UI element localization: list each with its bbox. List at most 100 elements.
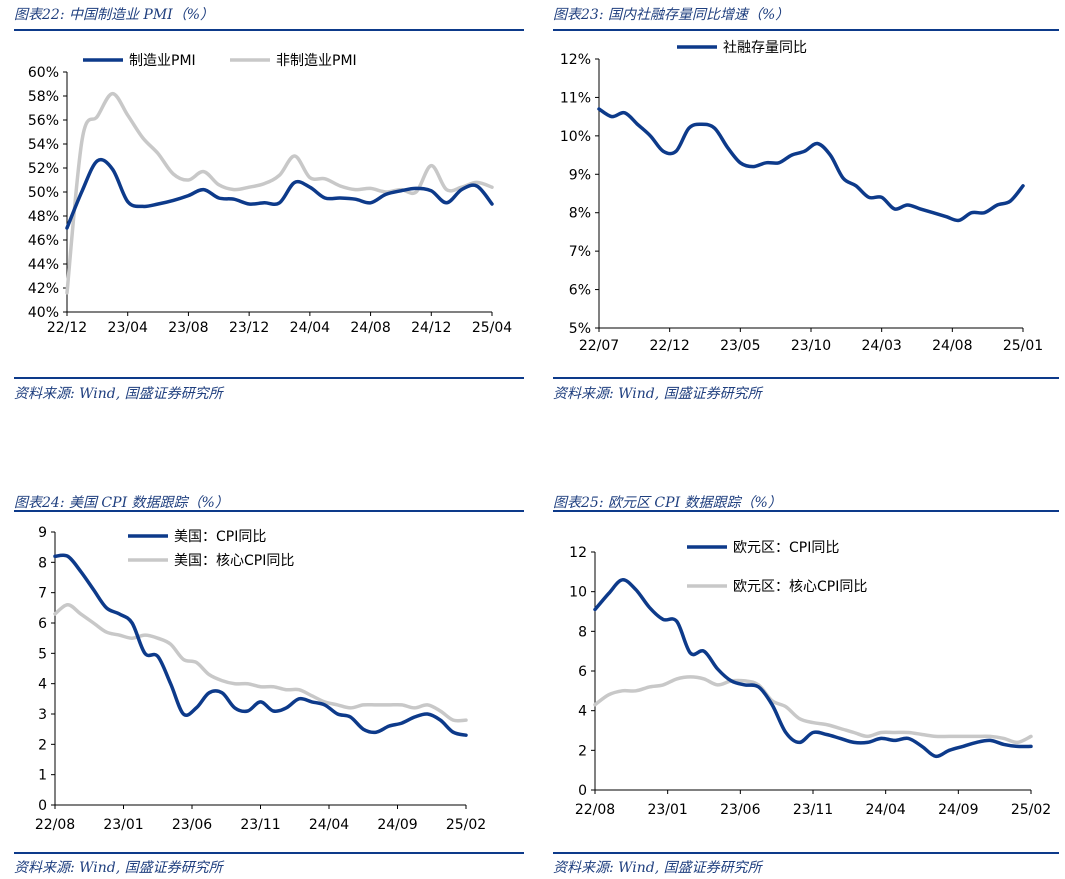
chart-panel-euro-cpi: 图表25: 欧元区 CPI 数据跟踪（%） 0 2 4 6 8 10 12 22/08 23/0… [553,488,1059,879]
y-tick-label: 1 [38,768,47,784]
x-tick-label: 22/07 [579,338,619,354]
y-tick-label: 56% [28,113,59,129]
legend-label: 欧元区：核心CPI同比 [733,579,867,595]
chart-title: 图表25: 欧元区 CPI 数据跟踪（%） [553,495,782,511]
source-rule [553,852,1059,854]
x-tick-label: 23/01 [103,817,143,833]
euro-cpi-chart: 0 2 4 6 8 10 12 22/08 23/01 23/06 23/11 24/04 24/09 2… [569,540,1051,818]
x-tick-label: 25/01 [1003,338,1043,354]
x-tick-label: 24/04 [865,802,905,818]
y-tick-label: 4 [38,677,47,693]
y-tick-label: 6 [38,616,47,632]
source-note: 资料来源: Wind, 国盛证券研究所 [553,860,762,876]
y-tick-label: 42% [28,281,59,297]
x-tick-label: 22/08 [35,817,75,833]
series-line-0 [593,578,1033,759]
y-tick-label: 10% [560,129,591,145]
x-tick-label: 24/08 [932,338,972,354]
x-tick-label: 24/09 [938,802,978,818]
y-tick-label: 2 [38,737,47,753]
x-tick-label: 23/10 [791,338,831,354]
chart-title: 图表24: 美国 CPI 数据跟踪（%） [14,495,229,511]
legend-label: 社融存量同比 [723,40,807,56]
x-tick-label: 22/12 [649,338,689,354]
y-tick-label: 58% [28,89,59,105]
tsf-chart: 5% 6% 7% 8% 9% 10% 11% 12% 22/07 22/12 23/05 23/10 2… [560,40,1043,354]
chart-title: 图表23: 国内社融存量同比增速（%） [553,7,790,23]
source-note: 资料来源: Wind, 国盛证券研究所 [14,860,223,876]
y-tick-label: 50% [28,185,59,201]
x-tick-label: 24/03 [861,338,901,354]
x-tick-label: 23/08 [168,320,208,336]
y-tick-label: 60% [28,65,59,81]
y-tick-label: 7% [569,244,591,260]
title-rule [14,510,524,512]
y-tick-label: 0 [38,798,47,814]
legend-label: 制造业PMI [129,53,196,69]
x-tick-label: 22/08 [575,802,615,818]
y-tick-label: 48% [28,209,59,225]
source-note: 资料来源: Wind, 国盛证券研究所 [14,386,223,402]
legend-label: 欧元区：CPI同比 [733,540,839,556]
x-tick-label: 24/04 [309,817,349,833]
series-line-1 [53,603,468,723]
y-tick-label: 9% [569,167,591,183]
y-tick-label: 8 [578,624,587,640]
y-tick-label: 10 [569,585,587,601]
y-tick-label: 40% [28,305,59,321]
x-tick-label: 24/12 [411,320,451,336]
title-rule [14,29,524,31]
y-tick-label: 6 [578,664,587,680]
x-tick-label: 23/04 [108,320,148,336]
us-cpi-chart: 0 1 2 3 4 5 6 7 8 9 22/08 23/01 23/06 23/11 24/04 24/09… [35,525,486,833]
x-tick-label: 23/05 [720,338,760,354]
y-tick-label: 4 [578,704,587,720]
y-tick-label: 0 [578,783,587,799]
y-tick-label: 8 [38,555,47,571]
x-tick-label: 23/11 [793,802,833,818]
x-tick-label: 25/02 [446,817,486,833]
y-tick-label: 2 [578,743,587,759]
chart-title: 图表22: 中国制造业 PMI（%） [14,7,215,23]
chart-panel-pmi: 图表22: 中国制造业 PMI（%） 40% 42% 44% 46% 48% 50% 52%… [14,0,524,410]
y-tick-label: 7 [38,586,47,602]
legend-label: 美国：CPI同比 [174,529,266,545]
x-tick-label: 24/08 [350,320,390,336]
series-line-0 [65,157,494,230]
y-tick-label: 5 [38,646,47,662]
x-tick-label: 25/02 [1011,802,1051,818]
legend-label: 非制造业PMI [276,53,357,69]
source-rule [14,377,524,379]
x-tick-label: 23/06 [720,802,760,818]
x-tick-label: 24/04 [290,320,330,336]
x-tick-label: 24/09 [377,817,417,833]
y-tick-label: 11% [560,90,591,106]
series-line-1 [65,91,494,295]
y-tick-label: 46% [28,233,59,249]
y-tick-label: 44% [28,257,59,273]
x-tick-label: 22/12 [47,320,87,336]
x-tick-label: 23/06 [172,817,212,833]
x-tick-label: 23/12 [229,320,269,336]
title-rule [553,510,1059,512]
chart-panel-tsf: 图表23: 国内社融存量同比增速（%） 5% 6% 7% 8% 9% 10% 11% 12% 2… [553,0,1059,410]
title-rule [553,29,1059,31]
series-line-0 [53,553,468,737]
series-line-1 [593,675,1033,745]
pmi-chart: 40% 42% 44% 46% 48% 50% 52% 54% 56% 58% 60% 22/12 23… [28,53,512,336]
y-tick-label: 3 [38,707,47,723]
chart-panel-us-cpi: 图表24: 美国 CPI 数据跟踪（%） 0 1 2 3 4 5 6 7 8 9 22/08 23/0… [14,488,524,879]
y-tick-label: 6% [569,283,591,299]
source-rule [553,377,1059,379]
y-tick-label: 9 [38,525,47,541]
y-tick-label: 12% [560,52,591,68]
x-tick-label: 23/11 [240,817,280,833]
legend-label: 美国：核心CPI同比 [174,553,294,569]
series-line-0 [597,107,1025,223]
y-tick-label: 5% [569,321,591,337]
y-tick-label: 54% [28,137,59,153]
y-tick-label: 12 [569,545,587,561]
x-tick-label: 23/01 [647,802,687,818]
source-rule [14,852,524,854]
y-tick-label: 8% [569,206,591,222]
